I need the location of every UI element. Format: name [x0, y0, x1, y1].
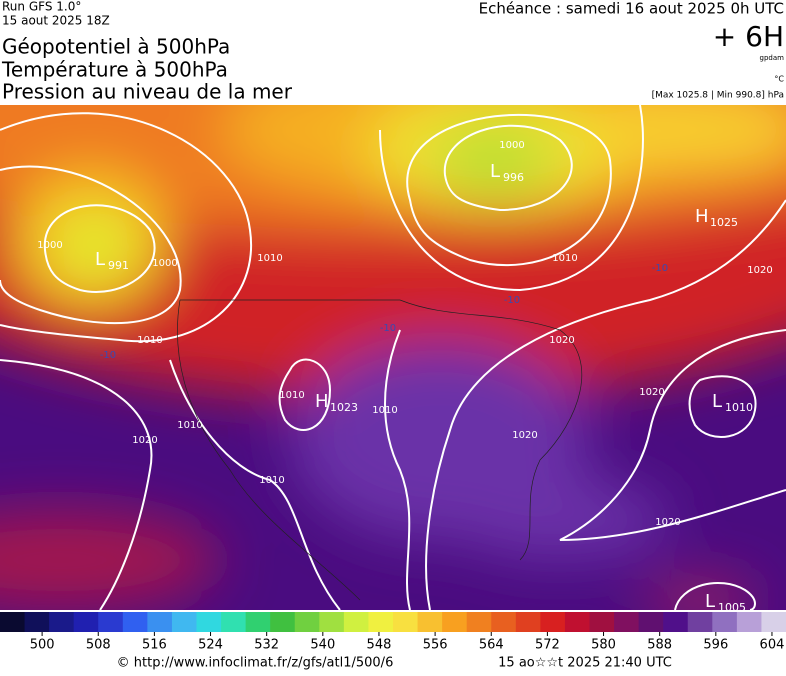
center-letter: H [695, 206, 709, 227]
lead-time: + 6H [713, 20, 784, 53]
colorbar-label: 572 [535, 638, 560, 653]
colorbar-swatch [49, 612, 75, 632]
temp-label: -10 [380, 323, 396, 334]
colorbar-label: 516 [142, 638, 167, 653]
colorbar-swatch [712, 612, 738, 632]
center-letter: L [712, 391, 722, 412]
colorbar-swatch [663, 612, 689, 632]
colorbar-swatch [368, 612, 394, 632]
colorbar-swatch [614, 612, 640, 632]
colorbar-label: 508 [86, 638, 111, 653]
colorbar-label: 532 [254, 638, 279, 653]
colorbar-label: 564 [479, 638, 504, 653]
pressure-range: [Max 1025.8 | Min 990.8] hPa [652, 91, 784, 101]
colorbar-label: 524 [198, 638, 223, 653]
colorbar-label: 556 [423, 638, 448, 653]
colorbar-swatch [24, 612, 50, 632]
colorbar-swatch [687, 612, 713, 632]
center-value: 1023 [330, 401, 358, 414]
isobar-label: 1020 [639, 387, 664, 398]
title: Géopotentiel à 500hPa [2, 35, 230, 59]
title: Pression au niveau de la mer [2, 80, 293, 104]
center-value: 1010 [725, 401, 753, 414]
colorbar-label: 548 [367, 638, 392, 653]
footer-stamp: 15 ao☆☆t 2025 21:40 UTC [498, 656, 672, 671]
colorbar-label: 604 [760, 638, 785, 653]
isobar-label: 1010 [177, 420, 202, 431]
colorbar-swatch [270, 612, 296, 632]
colorbar-swatch [245, 612, 271, 632]
colorbar-swatch [221, 612, 247, 632]
colorbar-swatch [540, 612, 566, 632]
temp-label: -10 [504, 295, 520, 306]
colorbar-swatch [171, 612, 197, 632]
center-letter: L [705, 591, 715, 612]
colorbar-swatch [0, 612, 26, 632]
run: Run GFS 1.0° [2, 0, 81, 14]
center-letter: L [490, 161, 500, 182]
colorbar: 500 508 516 524 532 540 548 556 564 572 580 588 596 6… [0, 612, 786, 653]
temp-label: -10 [652, 263, 668, 274]
center-letter: L [95, 249, 105, 270]
center-letter: H [315, 391, 329, 412]
colorbar-swatch [761, 612, 786, 632]
isobar-label: 1020 [549, 335, 574, 346]
colorbar-swatch [319, 612, 345, 632]
center-value: 991 [108, 259, 129, 272]
colorbar-swatch [417, 612, 443, 632]
isobar-label: 1020 [512, 430, 537, 441]
colorbar-swatch [589, 612, 615, 632]
colorbar-label: 580 [591, 638, 616, 653]
isobar-label: 1010 [257, 253, 282, 264]
colorbar-swatch [196, 612, 222, 632]
isobar-label: 1010 [137, 335, 162, 346]
colorbar-label: 500 [30, 638, 55, 653]
isobar-label: 1010 [372, 405, 397, 416]
isobar-label: 1010 [552, 253, 577, 264]
colorbar-label: 588 [647, 638, 672, 653]
colorbar-swatch [122, 612, 148, 632]
colorbar-swatch [393, 612, 419, 632]
temp-label: -10 [100, 350, 116, 361]
isobar-label: 1020 [655, 517, 680, 528]
isobar-label: 1010 [279, 390, 304, 401]
isobar-label: 1020 [747, 265, 772, 276]
isobar-label: 1000 [152, 258, 177, 269]
colorbar-swatch [294, 612, 320, 632]
colorbar-swatch [491, 612, 517, 632]
isobar-label: 1010 [259, 475, 284, 486]
unit: °C [774, 75, 784, 84]
footer-url: © http://www.infoclimat.fr/z/gfs/atl1/50… [117, 656, 394, 671]
colorbar-swatch [147, 612, 173, 632]
center-value: 1005 [718, 601, 746, 614]
colorbar-swatch [515, 612, 541, 632]
map: L 996 L 991 H 1023 H 1025 L 1010 L 1005 1000 1… [0, 105, 786, 614]
unit: gpdam [760, 54, 785, 62]
colorbar-swatch [73, 612, 99, 632]
center-value: 1025 [710, 216, 738, 229]
colorbar-swatch [442, 612, 468, 632]
isobar-label: 1020 [132, 435, 157, 446]
run-date: 15 aout 2025 18Z [2, 14, 110, 28]
colorbar-swatch [736, 612, 762, 632]
colorbar-swatch [466, 612, 492, 632]
colorbar-swatch [98, 612, 124, 632]
title: Température à 500hPa [1, 58, 228, 82]
colorbar-label: 596 [703, 638, 728, 653]
colorbar-swatch [564, 612, 590, 632]
center-value: 996 [503, 171, 524, 184]
isobar-label: 1000 [37, 240, 62, 251]
echeance: Echéance : samedi 16 aout 2025 0h UTC [479, 0, 784, 18]
colorbar-swatch [343, 612, 369, 632]
isobar-label: 1000 [499, 140, 524, 151]
colorbar-swatch [638, 612, 664, 632]
colorbar-label: 540 [310, 638, 335, 653]
